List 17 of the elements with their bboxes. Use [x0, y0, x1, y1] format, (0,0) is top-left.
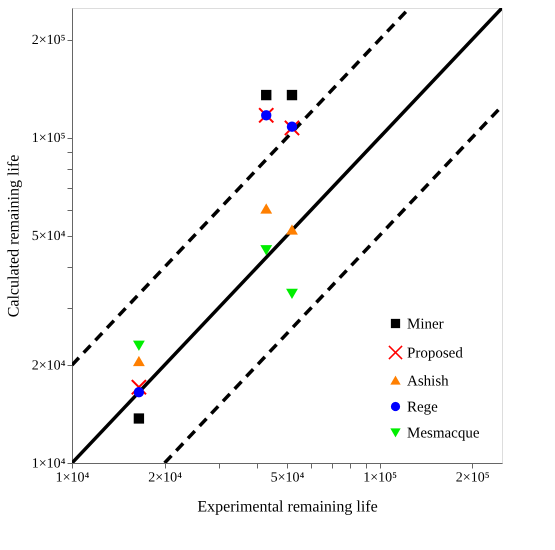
x-tick-label: 1×10⁵	[363, 470, 398, 486]
legend-label: Ashish	[407, 374, 450, 390]
x-tick-label: 5×10⁴	[270, 470, 305, 486]
x-tick-label: 2×10⁵	[456, 470, 490, 486]
x-axis-title: Experimental remaining life	[197, 498, 378, 516]
y-tick-label: 2×10⁵	[32, 33, 66, 48]
legend-label: Miner	[407, 316, 444, 332]
y-tick-label: 1×10⁴	[32, 456, 66, 472]
legend-label: Mesmacque	[407, 426, 480, 442]
y-tick-label: 5×10⁴	[32, 229, 66, 244]
x-tick-label: 1×10⁴	[56, 470, 90, 486]
y-tick-label: 1×10⁵	[32, 131, 66, 146]
x-tick-label: 2×10⁴	[148, 470, 182, 486]
y-axis-title: Calculated remaining life	[6, 154, 23, 318]
y-tick-label: 2×10⁴	[32, 358, 66, 374]
legend-label: Rege	[407, 400, 438, 416]
legend-label: Proposed	[407, 346, 464, 362]
